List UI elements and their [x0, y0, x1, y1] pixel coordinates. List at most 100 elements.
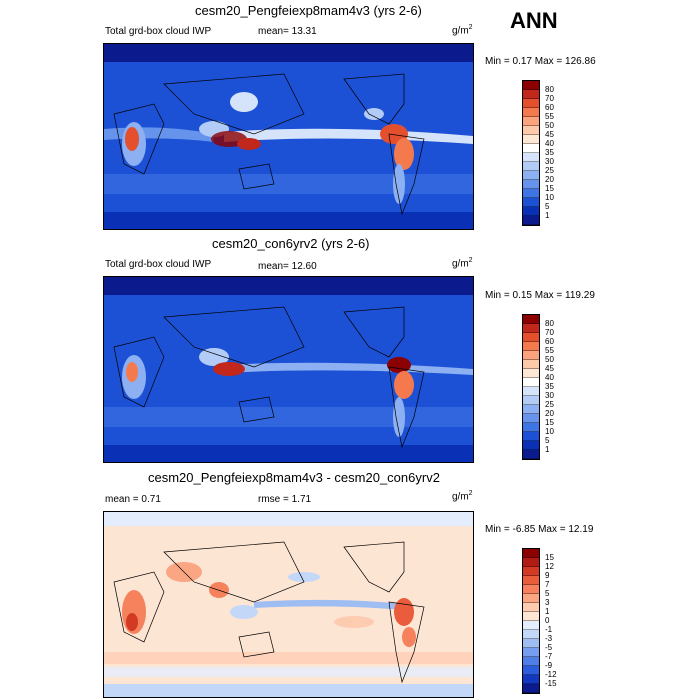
- colorbar-swatch: [523, 684, 539, 693]
- colorbar-swatch: [523, 333, 539, 342]
- panel-2-map-field: [104, 277, 473, 462]
- colorbar-tick-label: 70: [545, 94, 554, 103]
- panel-2-min-max: Min = 0.15 Max = 119.29: [485, 290, 595, 301]
- colorbar-tick-label: 1: [545, 445, 550, 454]
- colorbar-tick-label: 45: [545, 364, 554, 373]
- panel-1-map-field: [104, 44, 473, 229]
- panel-3-min-max: Min = -6.85 Max = 12.19: [485, 524, 594, 535]
- colorbar-tick-label: 15: [545, 418, 554, 427]
- panel-3-units: g/m2: [452, 490, 473, 503]
- panel-2-mean: mean= 12.60: [258, 261, 317, 272]
- colorbar-tick-label: 5: [545, 436, 550, 445]
- colorbar-tick-label: 60: [545, 103, 554, 112]
- panel-3-map: [103, 511, 474, 698]
- colorbar-tick-label: 5: [545, 589, 550, 598]
- colorbar-swatch: [523, 342, 539, 351]
- colorbar-swatch: [523, 675, 539, 684]
- panel-2-title: cesm20_con6yrv2 (yrs 2-6): [212, 236, 370, 251]
- colorbar-tick-label: 0: [545, 616, 550, 625]
- panel-2-units: g/m2: [452, 257, 473, 270]
- panel-1-map: [103, 43, 474, 230]
- panel-1-min-max: Min = 0.17 Max = 126.86: [485, 56, 596, 67]
- colorbar-swatch: [523, 558, 539, 567]
- colorbar-swatch: [523, 162, 539, 171]
- colorbar-tick-label: 20: [545, 409, 554, 418]
- colorbar-tick-label: 1: [545, 607, 550, 616]
- colorbar-swatch: [523, 666, 539, 675]
- colorbar-tick-label: -3: [545, 634, 553, 643]
- colorbar-swatch: [523, 126, 539, 135]
- colorbar-swatch: [523, 648, 539, 657]
- colorbar-swatch: [523, 612, 539, 621]
- colorbar-swatch: [523, 90, 539, 99]
- colorbar-tick-label: 10: [545, 427, 554, 436]
- colorbar-swatch: [523, 585, 539, 594]
- colorbar-swatch: [523, 567, 539, 576]
- colorbar-swatch: [523, 81, 539, 90]
- colorbar-swatch: [523, 216, 539, 225]
- colorbar-tick-label: -9: [545, 661, 553, 670]
- colorbar-swatch: [523, 450, 539, 459]
- colorbar-tick-label: 3: [545, 598, 550, 607]
- colorbar-swatch: [523, 99, 539, 108]
- season-label: ANN: [510, 8, 558, 33]
- colorbar-swatch: [523, 117, 539, 126]
- colorbar-swatch: [523, 441, 539, 450]
- colorbar-swatch: [523, 378, 539, 387]
- colorbar-tick-label: -12: [545, 670, 557, 679]
- colorbar-swatch: [523, 135, 539, 144]
- panel-3-rmse: rmse = 1.71: [258, 494, 312, 505]
- colorbar-tick-label: -1: [545, 625, 553, 634]
- colorbar-swatch: [523, 198, 539, 207]
- colorbar-swatch: [523, 639, 539, 648]
- colorbar-tick-label: 70: [545, 328, 554, 337]
- colorbar-tick-label: 12: [545, 562, 554, 571]
- colorbar-tick-label: 9: [545, 571, 550, 580]
- colorbar-swatch: [523, 603, 539, 612]
- colorbar-swatch: [523, 171, 539, 180]
- colorbar-tick-label: 35: [545, 382, 554, 391]
- colorbar-tick-label: 50: [545, 355, 554, 364]
- colorbar-swatch: [523, 180, 539, 189]
- colorbar-tick-label: 80: [545, 85, 554, 94]
- colorbar-swatch: [523, 153, 539, 162]
- colorbar-tick-label: -7: [545, 652, 553, 661]
- colorbar-swatch: [523, 189, 539, 198]
- colorbar-swatch: [523, 144, 539, 153]
- colorbar-swatch: [523, 423, 539, 432]
- panel-3-map-field: [104, 512, 473, 697]
- colorbar-swatch: [523, 630, 539, 639]
- panel-3-title: cesm20_Pengfeiexp8mam4v3 - cesm20_con6yr…: [148, 470, 440, 485]
- panel-2-colorbar: 80 70 60 55 50 45 40 35 30 25 20 15 10 5 1: [522, 314, 554, 460]
- colorbar-tick-label: 40: [545, 139, 554, 148]
- colorbar-swatch: [523, 432, 539, 441]
- colorbar-tick-label: -5: [545, 643, 553, 652]
- colorbar-swatch: [523, 315, 539, 324]
- colorbar-tick-label: 25: [545, 400, 554, 409]
- panel-2-map: [103, 276, 474, 463]
- colorbar-tick-label: 30: [545, 157, 554, 166]
- colorbar-swatch: [523, 657, 539, 666]
- panel-1-mean: mean= 13.31: [258, 26, 317, 37]
- colorbar-tick-label: 55: [545, 346, 554, 355]
- colorbar-swatch: [523, 108, 539, 117]
- colorbar-tick-label: 50: [545, 121, 554, 130]
- panel-1-title: cesm20_Pengfeiexp8mam4v3 (yrs 2-6): [195, 3, 422, 18]
- colorbar-tick-label: 35: [545, 148, 554, 157]
- colorbar-swatch: [523, 360, 539, 369]
- colorbar-swatch: [523, 594, 539, 603]
- colorbar-tick-label: 7: [545, 580, 550, 589]
- colorbar-tick-label: 60: [545, 337, 554, 346]
- panel-1-variable-label: Total grd-box cloud IWP: [105, 26, 212, 37]
- panel-3-mean: mean = 0.71: [105, 494, 161, 505]
- colorbar-tick-label: 15: [545, 184, 554, 193]
- colorbar-tick-label: 55: [545, 112, 554, 121]
- panel-3-colorbar: 15 12 9 7 5 3 1 0 -1 -3 -5 -7 -9 -12 -15: [522, 548, 557, 694]
- colorbar-tick-label: 45: [545, 130, 554, 139]
- colorbar-swatch: [523, 549, 539, 558]
- colorbar-tick-label: 1: [545, 211, 550, 220]
- colorbar-swatch: [523, 621, 539, 630]
- colorbar-tick-label: 20: [545, 175, 554, 184]
- panel-1-colorbar: 80 70 60 55 50 45 40 35 30 25 20 15 10 5 1: [522, 80, 554, 226]
- colorbar-swatch: [523, 369, 539, 378]
